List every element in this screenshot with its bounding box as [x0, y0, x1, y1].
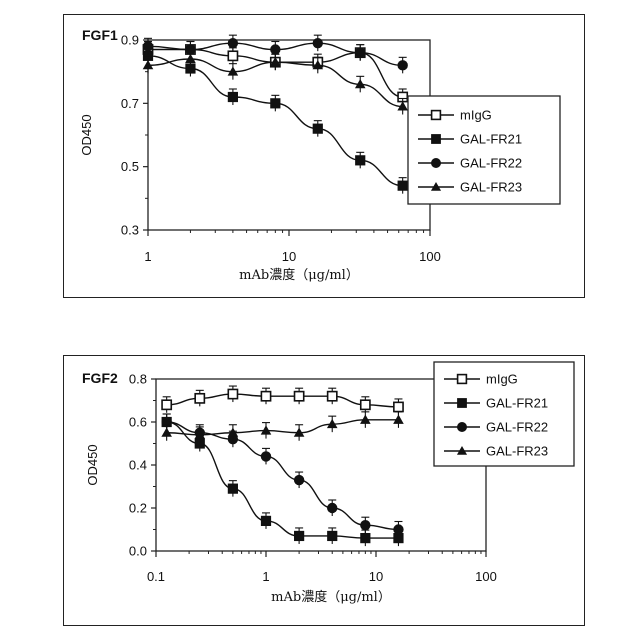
legend-label: GAL-FR22	[486, 420, 548, 435]
y-tick-label: 0.0	[129, 544, 147, 559]
legend-label: mIgG	[460, 108, 492, 123]
legend-marker-migg	[458, 375, 467, 384]
data-point-gal-fr21	[228, 484, 237, 493]
series-gal-fr22	[161, 414, 403, 538]
data-point-gal-fr22	[143, 41, 153, 51]
x-axis-title: mAb濃度（μg/ml）	[271, 589, 391, 605]
y-axis-title: OD450	[79, 114, 94, 155]
data-point-gal-fr22	[228, 38, 238, 48]
series-migg	[162, 386, 403, 415]
legend-marker-gal-fr22	[431, 158, 441, 168]
series-line-gal-fr21	[148, 56, 403, 186]
y-tick-label: 0.4	[129, 458, 147, 473]
data-point-gal-fr22	[355, 47, 365, 57]
legend-label: mIgG	[486, 372, 518, 387]
legend-marker-gal-fr22	[457, 422, 467, 432]
data-point-gal-fr21	[313, 124, 322, 133]
data-point-gal-fr21	[361, 534, 370, 543]
data-point-gal-fr21	[398, 181, 407, 190]
panel-title: FGF2	[82, 370, 118, 386]
data-point-migg	[295, 392, 304, 401]
data-point-migg	[361, 400, 370, 409]
data-point-gal-fr21	[228, 92, 237, 101]
y-tick-label: 0.5	[121, 159, 139, 174]
data-point-migg	[394, 402, 403, 411]
legend-marker-gal-fr21	[432, 135, 441, 144]
y-tick-label: 0.6	[129, 415, 147, 430]
legend-marker-migg	[432, 111, 441, 120]
legend-label: GAL-FR23	[460, 180, 522, 195]
chart-svg-fgf1: FGF1 0.3 0.5 0.7 0.9 1 10 100 mAb濃度（μg/ml） OD450 m…	[64, 15, 584, 297]
x-tick-label: 100	[419, 249, 441, 264]
data-point-gal-fr22	[397, 60, 407, 70]
data-point-gal-fr22	[270, 44, 280, 54]
y-tick-label: 0.9	[121, 33, 139, 48]
data-point-gal-fr22	[327, 503, 337, 513]
data-point-migg	[162, 400, 171, 409]
data-point-gal-fr22	[313, 38, 323, 48]
legend-label: GAL-FR21	[460, 132, 522, 147]
data-point-gal-fr21	[295, 531, 304, 540]
legend-label: GAL-FR22	[460, 156, 522, 171]
data-point-gal-fr21	[356, 156, 365, 165]
data-point-gal-fr22	[294, 475, 304, 485]
legend-label: GAL-FR21	[486, 396, 548, 411]
x-tick-label: 10	[369, 569, 383, 584]
data-point-migg	[261, 392, 270, 401]
data-point-gal-fr21	[271, 99, 280, 108]
data-point-gal-fr23	[161, 427, 172, 436]
x-tick-label: 100	[475, 569, 497, 584]
panel-title: FGF1	[82, 27, 118, 43]
chart-panel-fgf1: FGF1 0.3 0.5 0.7 0.9 1 10 100 mAb濃度（μg/ml） OD450 m…	[63, 14, 585, 298]
data-point-migg	[228, 51, 237, 60]
y-tick-label: 0.3	[121, 223, 139, 238]
legend: mIgG GAL-FR21 GAL-FR22 GAL-FR23	[408, 96, 560, 204]
x-axis-title: mAb濃度（μg/ml）	[239, 267, 359, 283]
data-point-migg	[228, 389, 237, 398]
chart-svg-fgf2: FGF2 0.0 0.2 0.4 0.6 0.8 0.1 1 10 100 mAb濃度（μg/ml）…	[64, 356, 584, 625]
y-tick-label: 0.8	[129, 372, 147, 387]
x-tick-label: 10	[282, 249, 296, 264]
data-point-gal-fr23	[261, 425, 272, 434]
data-point-gal-fr22	[393, 524, 403, 534]
data-point-migg	[328, 392, 337, 401]
y-tick-label: 0.7	[121, 96, 139, 111]
x-tick-label: 1	[262, 569, 269, 584]
chart-panel-fgf2: FGF2 0.0 0.2 0.4 0.6 0.8 0.1 1 10 100 mAb濃度（μg/ml）…	[63, 355, 585, 626]
series-gal-fr23	[161, 412, 403, 443]
y-axis-title: OD450	[85, 444, 100, 485]
legend: mIgG GAL-FR21 GAL-FR22 GAL-FR23	[434, 362, 574, 466]
data-point-gal-fr23	[185, 54, 196, 63]
data-point-gal-fr21	[261, 516, 270, 525]
legend-label: GAL-FR23	[486, 444, 548, 459]
legend-marker-gal-fr21	[458, 399, 467, 408]
data-point-gal-fr21	[328, 531, 337, 540]
x-tick-label: 0.1	[147, 569, 165, 584]
data-point-gal-fr22	[360, 520, 370, 530]
data-point-gal-fr22	[261, 451, 271, 461]
data-point-migg	[195, 394, 204, 403]
x-tick-label: 1	[144, 249, 151, 264]
y-tick-label: 0.2	[129, 501, 147, 516]
